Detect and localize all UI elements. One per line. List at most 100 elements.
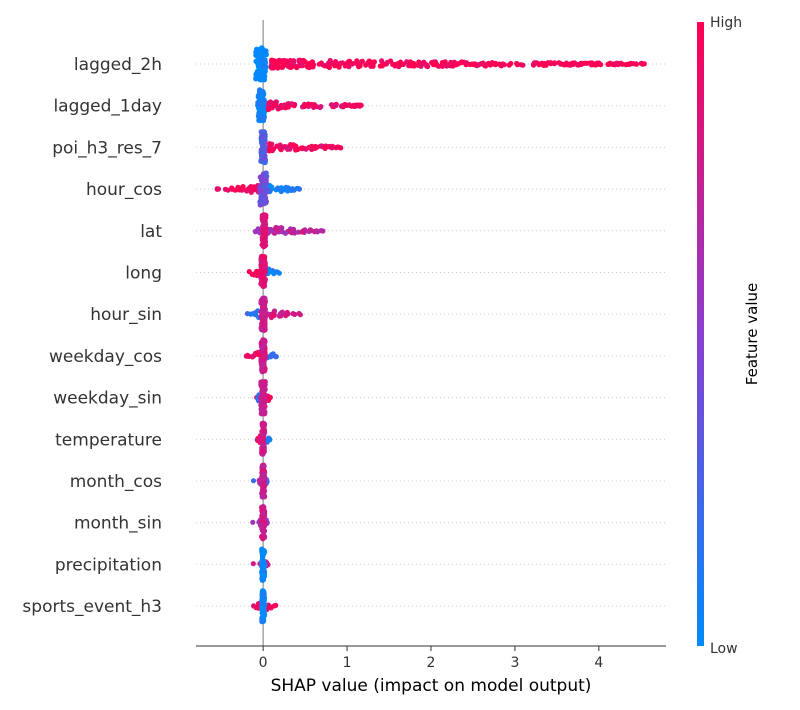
x-tick-label: 1 <box>343 655 352 671</box>
shap-point <box>351 102 357 108</box>
shap-point <box>260 362 267 368</box>
feature-label: month_sin <box>74 514 162 534</box>
shap-point <box>263 170 269 176</box>
shap-point <box>259 308 265 315</box>
shap-point <box>350 61 356 67</box>
shap-point <box>253 312 259 318</box>
colorbar: High Low Feature value <box>697 15 761 657</box>
shap-point <box>261 352 268 358</box>
shap-point <box>346 59 352 65</box>
shap-point <box>259 45 265 52</box>
shap-point <box>246 353 252 359</box>
shap-point <box>278 225 284 231</box>
shap-point <box>259 577 266 583</box>
shap-point <box>541 62 547 68</box>
shap-point <box>252 229 259 235</box>
colorbar-low-label: Low <box>710 641 738 657</box>
shap-point <box>260 474 266 481</box>
shap-point <box>260 302 267 308</box>
shap-point <box>291 59 297 65</box>
shap-point <box>623 62 629 68</box>
shap-point <box>320 62 326 68</box>
shap-point <box>459 59 465 65</box>
feature-points-hour_sin <box>244 295 303 334</box>
shap-point <box>260 510 267 517</box>
shap-point <box>260 504 267 510</box>
feature-rows: lagged_2h lagged_1day poi_h3_res_7 hour_cos… <box>22 55 666 617</box>
shap-point <box>273 602 279 609</box>
shap-point <box>259 367 265 373</box>
shap-point <box>260 178 267 184</box>
shap-point <box>240 184 246 190</box>
shap-point <box>261 243 267 250</box>
shap-point <box>289 101 295 107</box>
shap-point <box>481 61 487 67</box>
shap-point <box>280 61 286 67</box>
shap-point <box>276 58 282 64</box>
shap-point <box>328 102 335 108</box>
shap-point <box>370 61 376 68</box>
shap-point <box>260 427 266 434</box>
shap-point <box>314 228 320 234</box>
shap-point <box>277 187 283 193</box>
shap-point <box>269 148 275 154</box>
shap-point <box>255 61 262 67</box>
shap-point <box>261 144 267 151</box>
shap-point <box>277 311 283 317</box>
shap-point <box>257 199 263 205</box>
shap-point <box>250 353 256 359</box>
shap-point <box>570 60 576 66</box>
feature-points-weekday_sin <box>254 379 273 417</box>
shap-point <box>261 232 268 238</box>
shap-point <box>261 609 267 616</box>
shap-point <box>574 62 580 68</box>
shap-point <box>259 395 266 402</box>
shap-point <box>261 115 267 121</box>
shap-point <box>251 272 257 278</box>
shap-point <box>260 341 267 348</box>
shap-point <box>536 62 542 68</box>
shap-point <box>531 62 537 68</box>
colorbar-gradient <box>697 22 704 646</box>
shap-point <box>267 394 273 400</box>
shap-point <box>262 379 268 385</box>
shap-point <box>424 62 430 68</box>
shap-point <box>258 382 264 388</box>
shap-point <box>307 60 313 66</box>
shap-point <box>293 147 299 153</box>
shap-point <box>259 522 266 528</box>
shap-point <box>476 61 482 68</box>
shap-point <box>225 187 231 193</box>
feature-label: poi_h3_res_7 <box>52 138 162 158</box>
shap-point <box>270 312 276 319</box>
shap-point <box>266 603 272 609</box>
feature-label: hour_sin <box>90 305 162 325</box>
shap-point <box>333 145 339 151</box>
shap-point <box>260 183 267 190</box>
shap-point <box>337 60 343 66</box>
feature-label: lagged_2h <box>74 55 162 75</box>
shap-point <box>257 187 264 194</box>
shap-point <box>318 104 324 110</box>
shap-point <box>581 60 587 66</box>
shap-point <box>274 227 280 233</box>
shap-point <box>338 145 344 151</box>
shap-point <box>271 270 277 276</box>
shap-point <box>260 155 267 162</box>
shap-point <box>290 311 296 317</box>
shap-point <box>261 253 268 260</box>
shap-point <box>285 104 291 110</box>
shap-point <box>259 618 265 625</box>
shap-point <box>404 59 410 65</box>
feature-label: weekday_cos <box>49 347 162 367</box>
shap-point <box>260 401 267 408</box>
shap-point <box>250 561 256 567</box>
shap-point <box>262 227 268 233</box>
shap-point <box>556 60 562 66</box>
shap-point <box>467 61 473 68</box>
shap-point <box>472 62 478 68</box>
shap-point <box>333 102 339 109</box>
shap-point <box>418 63 424 69</box>
shap-point <box>262 220 268 227</box>
shap-point <box>442 59 448 65</box>
